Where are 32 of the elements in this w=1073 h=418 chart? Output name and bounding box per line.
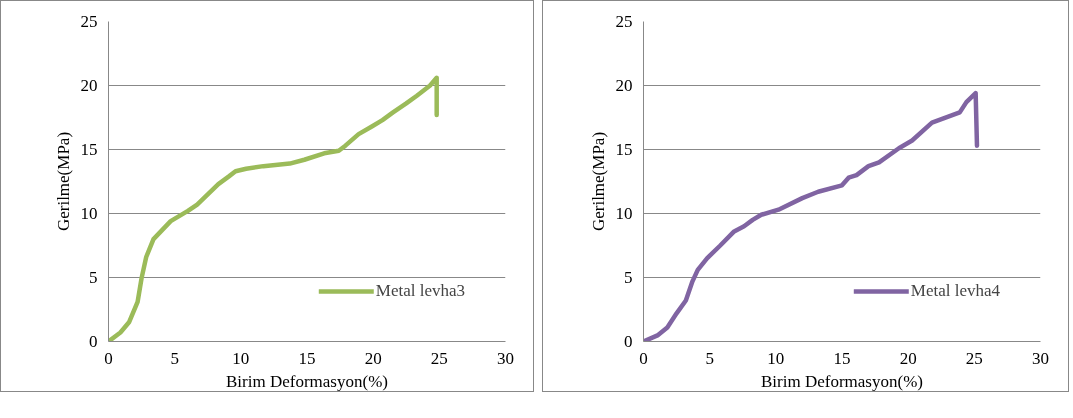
x-tick-label: 5 xyxy=(705,348,714,368)
y-tick-label: 10 xyxy=(80,204,98,223)
legend-label: Metal levha4 xyxy=(910,281,1000,301)
y-tick-label: 0 xyxy=(89,332,98,351)
y-tick-label: 15 xyxy=(615,140,633,159)
y-tick-label: 0 xyxy=(624,332,633,351)
x-tick-label: 20 xyxy=(899,348,917,368)
y-tick-label: 25 xyxy=(80,12,98,31)
x-tick-label: 15 xyxy=(833,348,851,368)
x-tick-label: 15 xyxy=(298,348,316,368)
x-tick-label: 0 xyxy=(104,348,113,368)
x-tick-label: 10 xyxy=(232,348,250,368)
x-tick-label: 30 xyxy=(497,348,514,368)
x-axis-title: Birim Deformasyon(%) xyxy=(761,371,923,391)
legend-label: Metal levha3 xyxy=(375,281,465,301)
y-tick-label: 5 xyxy=(624,268,633,287)
y-axis-title: Gerilme(MPa) xyxy=(588,131,608,232)
y-tick-label: 10 xyxy=(615,204,633,223)
x-tick-label: 5 xyxy=(170,348,179,368)
y-tick-label: 20 xyxy=(80,76,98,95)
x-tick-label: 30 xyxy=(1032,348,1049,368)
x-tick-label: 0 xyxy=(639,348,648,368)
x-tick-label: 25 xyxy=(430,348,448,368)
y-axis-title: Gerilme(MPa) xyxy=(53,131,73,232)
x-tick-label: 20 xyxy=(364,348,382,368)
y-tick-label: 20 xyxy=(615,76,633,95)
x-tick-label: 25 xyxy=(965,348,983,368)
x-axis-title: Birim Deformasyon(%) xyxy=(226,371,388,391)
x-tick-label: 10 xyxy=(767,348,785,368)
y-tick-label: 15 xyxy=(80,140,98,159)
y-tick-label: 5 xyxy=(89,268,98,287)
y-tick-label: 25 xyxy=(615,12,633,31)
